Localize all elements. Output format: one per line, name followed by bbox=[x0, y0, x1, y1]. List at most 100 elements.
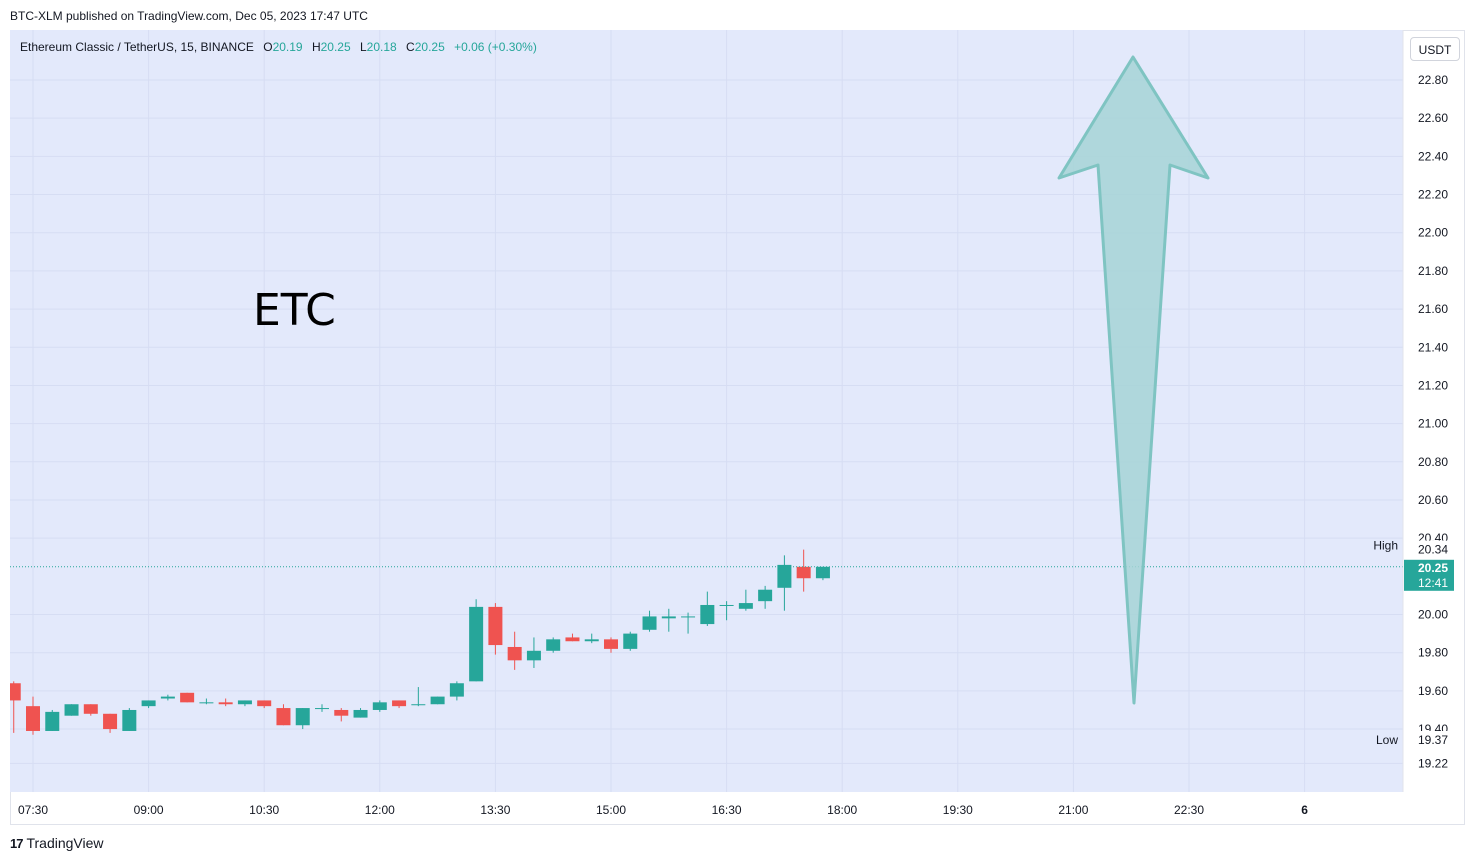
candle-body[interactable] bbox=[372, 702, 387, 710]
current-price-tag bbox=[1404, 559, 1454, 591]
candle-body[interactable] bbox=[604, 639, 618, 649]
candle-body[interactable] bbox=[526, 650, 541, 661]
candle-body[interactable] bbox=[276, 708, 291, 726]
candle-body[interactable] bbox=[758, 589, 773, 602]
price-tick-label: 21.80 bbox=[1418, 264, 1448, 278]
candle-body[interactable] bbox=[141, 700, 156, 707]
high-value: 20.25 bbox=[320, 40, 351, 54]
candle-body[interactable] bbox=[719, 604, 734, 606]
plot-background bbox=[10, 30, 1403, 792]
brand-label: TradingView bbox=[26, 835, 104, 851]
candle-body[interactable] bbox=[83, 704, 98, 714]
bar-countdown: 12:41 bbox=[1418, 576, 1448, 590]
candle-body[interactable] bbox=[295, 708, 310, 726]
etc-text-annotation[interactable]: ETC bbox=[253, 285, 336, 336]
candle-body[interactable] bbox=[45, 711, 60, 731]
low-value: 20.18 bbox=[366, 40, 397, 54]
high-label: High bbox=[1373, 539, 1398, 553]
candle-body[interactable] bbox=[392, 700, 407, 707]
symbol-legend: Ethereum Classic / TetherUS, 15, BINANCE… bbox=[20, 40, 537, 54]
chart-canvas[interactable]: 22.80 22.60 22.40 22.20 22.00 21.80 21.60 21.40… bbox=[10, 30, 1465, 825]
tradingview-footer[interactable]: 17 TradingView bbox=[10, 835, 104, 851]
candle-body[interactable] bbox=[469, 606, 484, 682]
price-tick-label: 22.40 bbox=[1418, 149, 1448, 163]
candle-body[interactable] bbox=[103, 713, 118, 730]
candle-body[interactable] bbox=[661, 616, 676, 619]
low-price-tag bbox=[1406, 731, 1454, 748]
price-tick-label: 20.80 bbox=[1418, 455, 1448, 469]
candle-body[interactable] bbox=[10, 683, 21, 701]
candle-body[interactable] bbox=[26, 706, 40, 731]
price-tick-label: 19.22 bbox=[1418, 756, 1448, 770]
low-price-value: 19.37 bbox=[1418, 733, 1448, 747]
grid-lines bbox=[10, 30, 1403, 792]
time-tick-label: 6 bbox=[1301, 803, 1308, 817]
close-value: 20.25 bbox=[414, 40, 445, 54]
high-price-tag bbox=[1406, 540, 1454, 558]
change-value: +0.06 (+0.30%) bbox=[454, 40, 537, 54]
up-arrow-drawing[interactable] bbox=[1057, 55, 1210, 705]
candle-body[interactable] bbox=[122, 709, 137, 731]
candle-body[interactable] bbox=[777, 564, 792, 588]
candle-body[interactable] bbox=[411, 704, 426, 706]
candle-body[interactable] bbox=[546, 639, 561, 651]
symbol-title[interactable]: Ethereum Classic / TetherUS, 15, BINANCE bbox=[20, 40, 254, 54]
candle-body[interactable] bbox=[430, 696, 445, 705]
candle-body[interactable] bbox=[738, 603, 753, 609]
candle-body[interactable] bbox=[700, 604, 715, 625]
currency-button[interactable]: USDT bbox=[1410, 37, 1460, 61]
price-tick-label: 21.60 bbox=[1418, 302, 1448, 316]
low-label: L bbox=[359, 40, 367, 54]
price-tick-label: 22.60 bbox=[1418, 111, 1448, 125]
candle-body[interactable] bbox=[796, 566, 811, 579]
candle-body[interactable] bbox=[199, 702, 214, 704]
time-axis: 07:30 09:00 10:30 12:00 13:30 15:00 16:30 18:00… bbox=[18, 803, 1308, 817]
price-tick-label: 22.80 bbox=[1418, 73, 1448, 87]
price-tick-label: 22.00 bbox=[1418, 226, 1448, 240]
high-price-value: 20.34 bbox=[1418, 543, 1448, 557]
time-tick-label: 15:00 bbox=[596, 803, 626, 817]
time-tick-label: 07:30 bbox=[18, 803, 48, 817]
candle-body[interactable] bbox=[815, 566, 830, 579]
candle-body[interactable] bbox=[681, 616, 696, 618]
price-tick-label: 22.20 bbox=[1418, 188, 1448, 202]
candle-body[interactable] bbox=[584, 639, 599, 642]
time-tick-label: 10:30 bbox=[249, 803, 279, 817]
candle-body[interactable] bbox=[237, 700, 252, 705]
low-label: Low bbox=[1376, 733, 1398, 747]
publish-info: BTC-XLM published on TradingView.com, De… bbox=[10, 9, 368, 23]
candle-body[interactable] bbox=[315, 708, 329, 710]
price-tick-label: 21.00 bbox=[1418, 417, 1448, 431]
time-tick-label: 13:30 bbox=[480, 803, 510, 817]
high-label: H bbox=[311, 40, 321, 54]
price-tick-label: 21.20 bbox=[1418, 378, 1448, 392]
current-price-value: 20.25 bbox=[1418, 561, 1448, 575]
time-tick-label: 12:00 bbox=[365, 803, 395, 817]
candle-body[interactable] bbox=[334, 709, 349, 716]
candle-body[interactable] bbox=[64, 704, 79, 716]
candle-body[interactable] bbox=[623, 633, 638, 649]
candle-body[interactable] bbox=[642, 616, 657, 630]
price-tick-label: 20.60 bbox=[1418, 493, 1448, 507]
price-tick-label: 19.60 bbox=[1418, 684, 1448, 698]
price-tick-label: 21.40 bbox=[1418, 340, 1448, 354]
candle-body[interactable] bbox=[488, 606, 503, 646]
candle-body[interactable] bbox=[218, 702, 233, 705]
candle-body[interactable] bbox=[353, 709, 368, 718]
open-value: 20.19 bbox=[272, 40, 303, 54]
tradingview-logo-icon: 17 bbox=[10, 835, 24, 851]
candle-body[interactable] bbox=[160, 696, 175, 699]
time-tick-label: 16:30 bbox=[712, 803, 742, 817]
candle-body[interactable] bbox=[507, 646, 522, 661]
price-tick-label: 20.00 bbox=[1418, 608, 1448, 622]
candle-body[interactable] bbox=[449, 683, 464, 697]
open-label: O bbox=[263, 40, 273, 54]
candle-body[interactable] bbox=[565, 637, 580, 642]
candles bbox=[10, 549, 830, 735]
candle-body[interactable] bbox=[257, 700, 272, 707]
price-tick-label: 19.80 bbox=[1418, 646, 1448, 660]
close-label: C bbox=[406, 40, 415, 54]
time-tick-label: 22:30 bbox=[1174, 803, 1204, 817]
candle-body[interactable] bbox=[180, 692, 195, 703]
